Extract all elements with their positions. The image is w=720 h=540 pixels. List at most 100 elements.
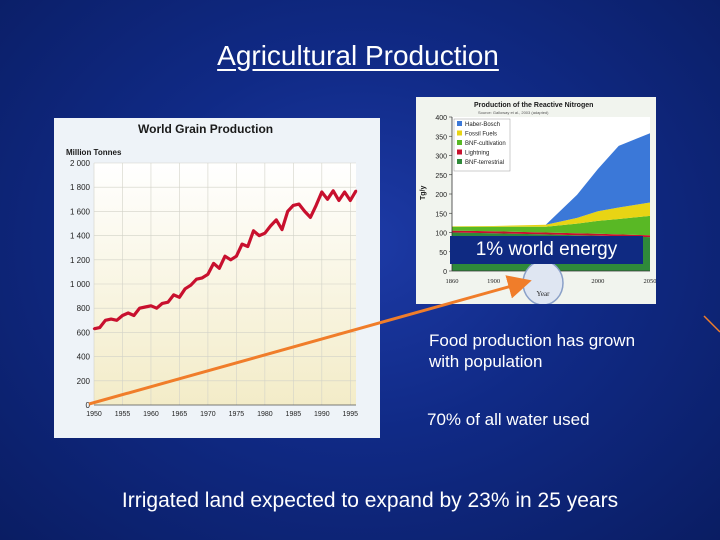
nitrogen-y-tick-label: 350 bbox=[435, 134, 447, 141]
grain-y-tick-label: 600 bbox=[77, 328, 91, 337]
grain-data-point bbox=[189, 284, 193, 287]
grain-data-point bbox=[132, 314, 136, 317]
nitrogen-area-lightning bbox=[452, 230, 650, 238]
food-caption: Food production has grown with populatio… bbox=[429, 331, 636, 371]
nitrogen-y-tick-label: 50 bbox=[439, 250, 447, 257]
grain-data-point bbox=[246, 245, 249, 248]
grain-y-tick-label: 1 600 bbox=[70, 207, 91, 216]
grain-y-tick-label: 800 bbox=[77, 304, 91, 313]
nitrogen-legend-swatch bbox=[457, 159, 462, 164]
grain-data-point bbox=[166, 300, 170, 304]
nitrogen-x-tick-label: 1900 bbox=[487, 278, 500, 285]
grain-y-tick-label: 400 bbox=[77, 353, 91, 362]
grain-x-tick-label: 1960 bbox=[143, 411, 159, 418]
nitrogen-legend-box bbox=[453, 118, 511, 172]
grain-x-tick-label: 1980 bbox=[257, 411, 273, 418]
grain-data-point bbox=[349, 199, 352, 202]
nitrogen-legend: Haber-Bosch Fossil Fuels BNF-cultivation Li… bbox=[453, 118, 511, 172]
grain-data-point bbox=[126, 311, 130, 315]
nitrogen-y-tick-label: 100 bbox=[435, 231, 447, 238]
grain-data-point bbox=[138, 307, 141, 310]
grain-data-point bbox=[178, 296, 181, 299]
grain-y-axis-label: Million Tonnes bbox=[66, 148, 122, 157]
grain-y-tick-label: 1 200 bbox=[70, 256, 91, 265]
grain-data-point bbox=[314, 204, 318, 207]
grain-data-point bbox=[320, 190, 324, 194]
grain-data-point bbox=[155, 307, 158, 310]
grain-x-tick-label: 1970 bbox=[200, 411, 216, 418]
grain-data-point bbox=[309, 216, 312, 219]
grain-x-tick-label: 1995 bbox=[343, 411, 359, 418]
grain-y-tick-label: 1 800 bbox=[70, 183, 91, 192]
nitrogen-legend-swatch bbox=[457, 149, 462, 155]
nitrogen-x-tick-label: 2050 bbox=[644, 278, 657, 285]
grain-data-point bbox=[240, 242, 244, 246]
grain-x-tick-label: 1955 bbox=[115, 411, 131, 418]
nitrogen-legend-entry: Haber-Bosch bbox=[465, 122, 500, 128]
grain-x-tick-label: 1965 bbox=[172, 411, 188, 418]
nitrogen-x-tick-label: 1860 bbox=[446, 278, 459, 285]
nitrogen-y-tick-label: 400 bbox=[435, 115, 447, 122]
grain-data-point bbox=[332, 189, 335, 193]
grain-x-tick-label: 1950 bbox=[86, 411, 102, 418]
nitrogen-legend-swatch bbox=[457, 130, 462, 136]
slide-title: Agricultural Production bbox=[217, 40, 499, 71]
grain-data-point bbox=[337, 199, 341, 202]
grain-data-point bbox=[280, 228, 284, 231]
energy-label: 1% world energy bbox=[450, 236, 643, 264]
grain-data-point bbox=[121, 314, 124, 317]
grain-y-tick-label: 200 bbox=[77, 377, 91, 386]
grain-data-point bbox=[201, 276, 204, 280]
grain-y-tick-label: 2 000 bbox=[70, 159, 91, 168]
grain-data-point bbox=[115, 319, 118, 322]
grain-data-point bbox=[252, 229, 255, 232]
grain-data-point bbox=[235, 254, 238, 258]
grain-data-point bbox=[263, 231, 267, 235]
grain-data-point bbox=[183, 287, 187, 291]
grain-y-tick-label: 1 400 bbox=[70, 232, 91, 241]
grain-data-point bbox=[104, 319, 107, 322]
grain-data-point bbox=[206, 273, 210, 276]
grain-chart-title: World Grain Production bbox=[138, 122, 273, 136]
nitrogen-area-haber-bosch bbox=[452, 133, 650, 227]
nitrogen-legend-entry: Lightning bbox=[465, 151, 489, 157]
grain-y-tick-label: 1 000 bbox=[70, 280, 91, 289]
grain-x-tick-label: 1990 bbox=[314, 411, 330, 418]
grain-data-point bbox=[212, 262, 215, 265]
grain-chart-svg: 0 200 400 600 800 1 000 1 200 1 400 1 600 1 800 2 … bbox=[54, 118, 380, 438]
grain-x-tick-label: 1985 bbox=[286, 411, 302, 418]
grain-data-point bbox=[343, 190, 346, 194]
nitrogen-legend-swatch bbox=[457, 140, 462, 145]
grain-data-point bbox=[354, 189, 358, 193]
nitrogen-y-tick-label: 200 bbox=[435, 192, 447, 199]
grain-data-point bbox=[195, 277, 198, 281]
nitrogen-y-axis-label: Tg/y bbox=[420, 186, 427, 200]
edge-arrow-fragment bbox=[703, 315, 720, 333]
grain-data-point bbox=[223, 254, 227, 258]
nitrogen-legend-entry: Fossil Fuels bbox=[465, 132, 497, 138]
grain-data-point bbox=[303, 210, 306, 213]
nitrogen-y-tick-label: 0 bbox=[443, 269, 447, 276]
grain-data-point bbox=[275, 218, 278, 222]
grain-data-point bbox=[161, 302, 164, 305]
grain-data-point bbox=[92, 327, 96, 330]
grain-data-point bbox=[172, 293, 175, 297]
grain-data-point bbox=[229, 258, 232, 261]
nitrogen-legend-entry: BNF-cultivation bbox=[465, 141, 506, 147]
grain-data-point bbox=[326, 198, 329, 201]
grain-data-point bbox=[269, 224, 272, 228]
grain-data-point bbox=[218, 267, 221, 270]
nitrogen-area-bnf-cultivation bbox=[452, 215, 650, 236]
grain-data-point bbox=[98, 326, 101, 329]
nitrogen-chart-subtitle: Source: Galloway et al., 2003 (adapted) bbox=[478, 110, 549, 115]
water-caption: 70% of all water used bbox=[427, 410, 590, 429]
nitrogen-y-tick-label: 300 bbox=[435, 154, 447, 161]
grain-data-point bbox=[286, 210, 289, 213]
nitrogen-area-fossil-fuels bbox=[452, 202, 650, 227]
grain-data-point bbox=[297, 202, 301, 206]
world-grain-production-chart: 0 200 400 600 800 1 000 1 200 1 400 1 600 1 800 2 … bbox=[54, 118, 380, 438]
nitrogen-y-tick-label: 250 bbox=[435, 173, 447, 180]
grain-data-point bbox=[109, 317, 113, 321]
nitrogen-chart-title: Production of the Reactive Nitrogen bbox=[474, 102, 593, 109]
